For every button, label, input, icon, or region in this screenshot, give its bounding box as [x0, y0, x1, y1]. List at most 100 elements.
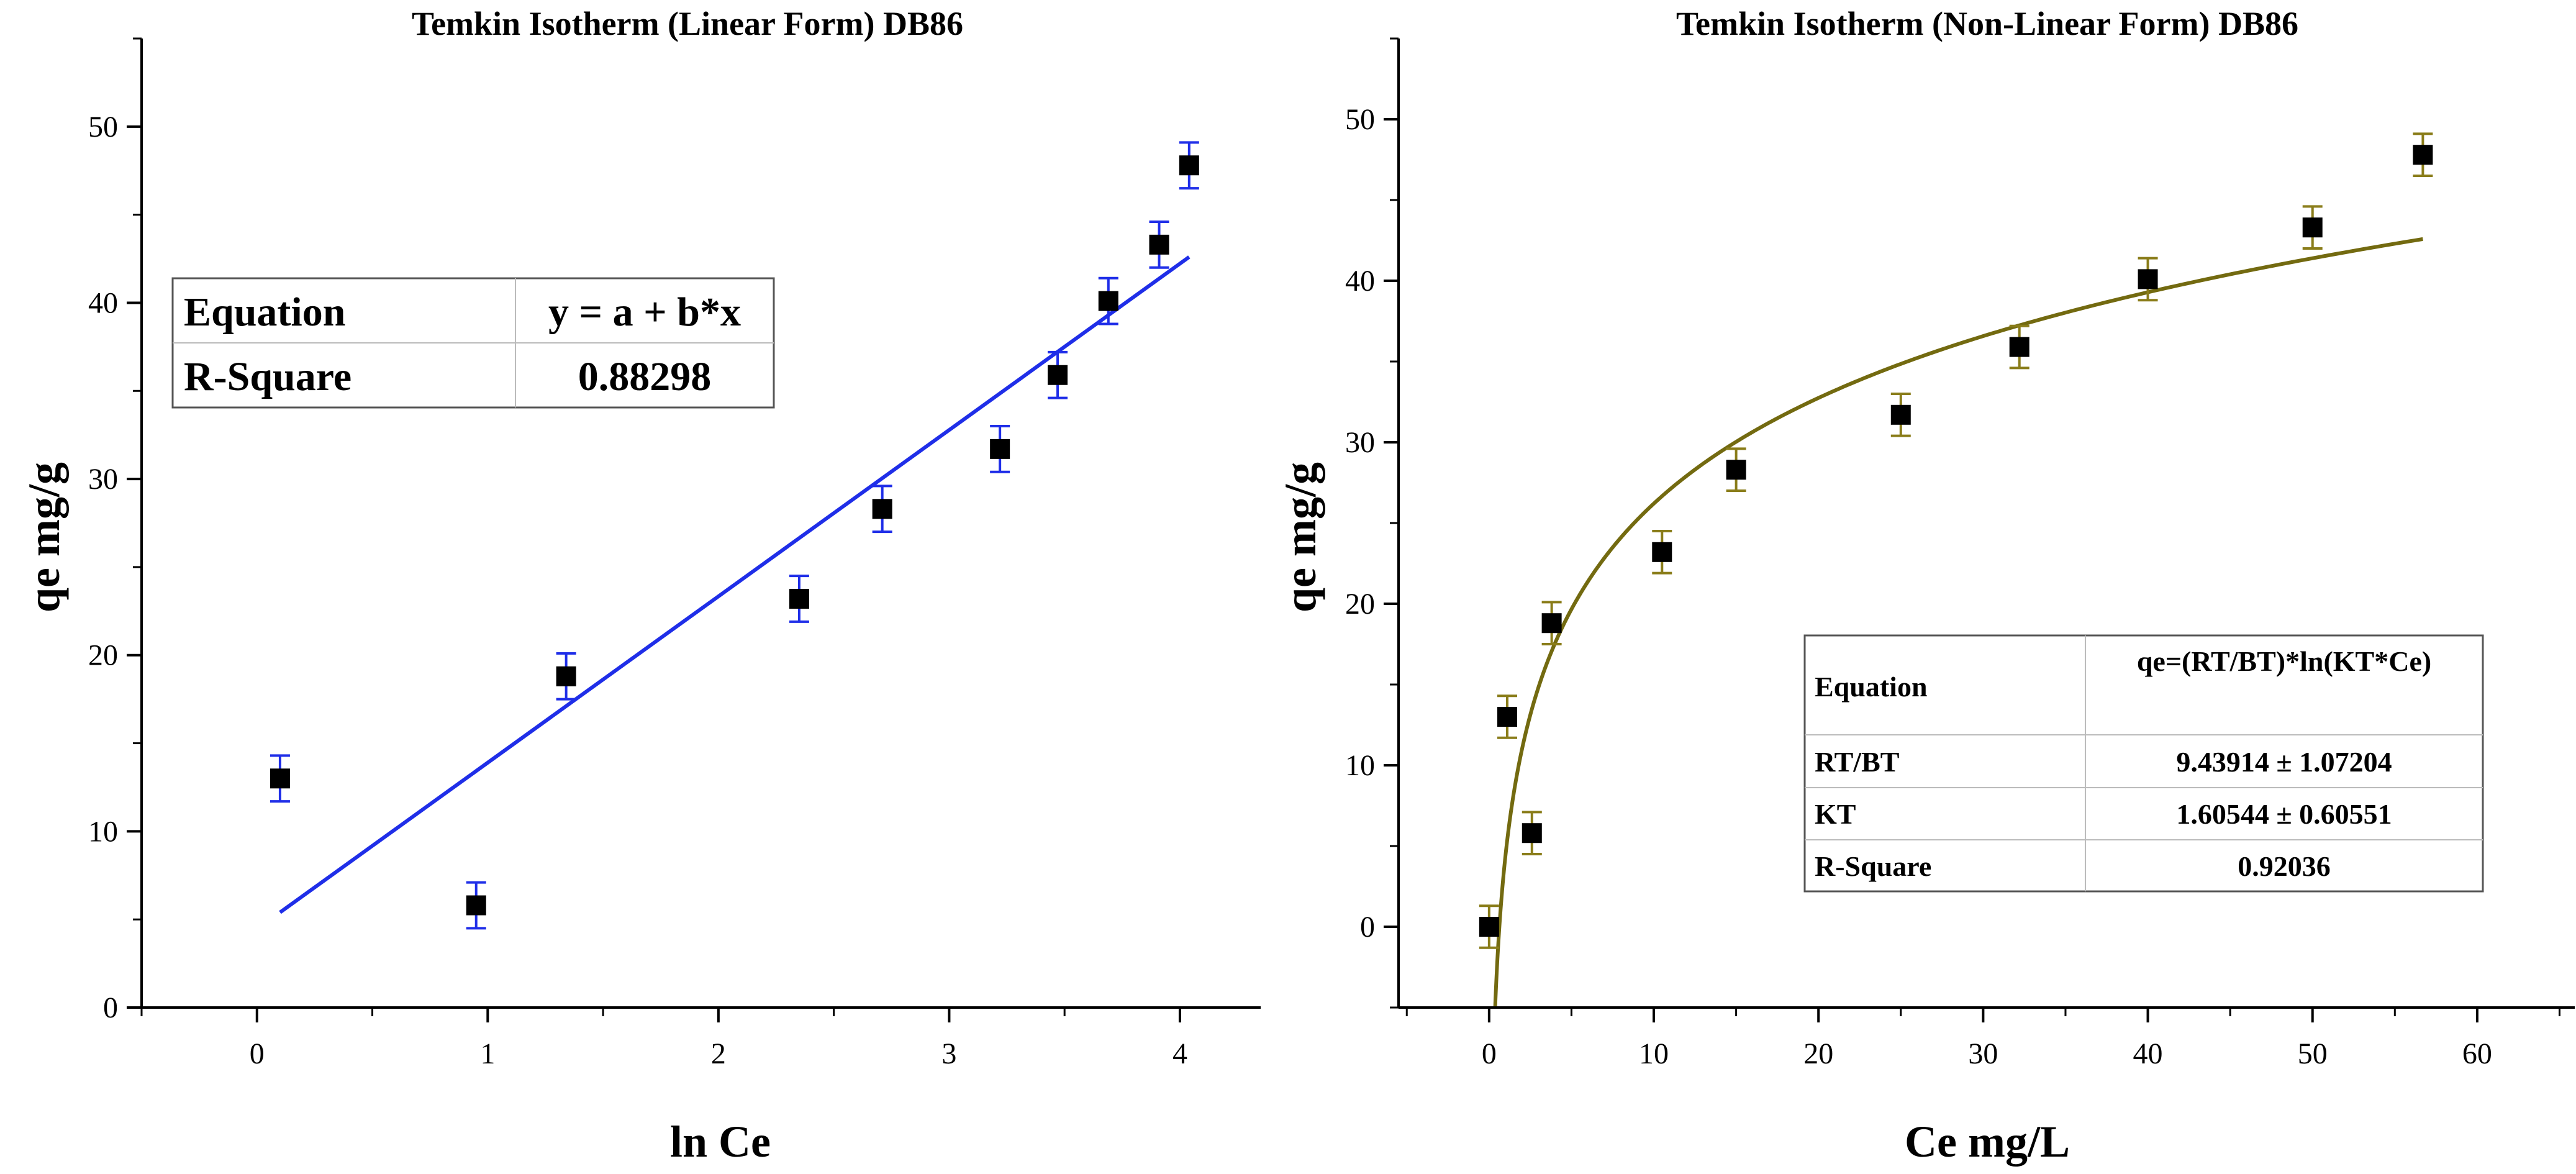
linear-data-point — [990, 425, 1010, 473]
linear-data-point — [789, 575, 809, 623]
nonlinear-square-marker — [2302, 217, 2323, 238]
nonlinear-fit-curve-path — [1493, 237, 2423, 1006]
nonlinear-chart-points — [1479, 132, 2433, 949]
nonlinear-table-rsquare-value: 0.92036 — [2238, 850, 2331, 882]
nonlinear-square-marker — [1726, 460, 1746, 480]
linear-y-tick-label: 30 — [88, 463, 118, 496]
linear-y-tick-label: 40 — [88, 286, 118, 319]
nonlinear-y-tick-label: 20 — [1345, 588, 1375, 621]
nonlinear-square-marker — [1479, 917, 1499, 937]
nonlinear-data-point — [1890, 393, 1911, 437]
nonlinear-table-rtbt-label: RT/BT — [1815, 746, 1899, 778]
nonlinear-data-point — [1497, 694, 1518, 739]
linear-data-point — [1179, 141, 1199, 190]
linear-square-marker — [1098, 291, 1118, 311]
nonlinear-table-kt-value: 1.60544 ± 0.60551 — [2176, 798, 2392, 830]
linear-square-marker — [1048, 365, 1068, 385]
nonlinear-square-marker — [2009, 337, 2030, 357]
linear-square-marker — [270, 768, 290, 789]
linear-square-marker — [789, 588, 809, 609]
nonlinear-x-tick-label: 10 — [1639, 1037, 1669, 1070]
nonlinear-data-point — [2302, 205, 2323, 250]
nonlinear-data-point — [1652, 530, 1672, 575]
nonlinear-data-point — [2138, 257, 2158, 302]
linear-data-point — [1098, 276, 1118, 325]
linear-chart: Temkin Isotherm (Linear Form) DB86 0 1 2 3 4… — [19, 5, 1261, 1167]
nonlinear-data-point — [1726, 447, 1746, 492]
nonlinear-x-tick-label: 40 — [2133, 1037, 2163, 1070]
nonlinear-chart-fit-curve — [1493, 237, 2423, 1006]
linear-chart-fit-table: Equation y = a + b*x R-Square 0.88298 — [171, 277, 775, 409]
linear-y-tick-label: 50 — [88, 111, 118, 143]
linear-square-marker — [1179, 155, 1199, 176]
linear-chart-title: Temkin Isotherm (Linear Form) DB86 — [412, 5, 963, 42]
nonlinear-data-point — [2009, 324, 2030, 370]
linear-data-point — [1149, 220, 1169, 269]
nonlinear-table-equation-label: Equation — [1815, 671, 1928, 703]
linear-data-point — [872, 485, 892, 534]
linear-y-tick-label: 10 — [88, 815, 118, 848]
linear-table-equation-label: Equation — [184, 289, 345, 335]
linear-x-tick-label: 1 — [480, 1037, 495, 1070]
linear-square-marker — [990, 439, 1010, 459]
nonlinear-chart-y-ticks: 0 10 20 30 40 50 — [1345, 37, 1399, 1009]
linear-square-marker — [1149, 234, 1169, 255]
nonlinear-square-marker — [2138, 269, 2158, 289]
nonlinear-data-point — [1479, 904, 1499, 949]
linear-data-point — [270, 754, 290, 803]
linear-y-tick-label: 0 — [103, 991, 118, 1024]
nonlinear-x-tick-label: 50 — [2298, 1037, 2328, 1070]
linear-x-tick-label: 0 — [250, 1037, 265, 1070]
nonlinear-table-rsquare-label: R-Square — [1815, 850, 1931, 882]
linear-table-rsquare-label: R-Square — [184, 354, 351, 399]
nonlinear-x-tick-label: 60 — [2462, 1037, 2492, 1070]
nonlinear-chart-x-ticks: 0 10 20 30 40 50 60 — [1405, 1008, 2560, 1070]
linear-chart-points — [270, 141, 1199, 930]
nonlinear-table-border — [1803, 634, 2484, 893]
nonlinear-data-point — [1541, 601, 1562, 645]
nonlinear-x-tick-label: 20 — [1803, 1037, 1833, 1070]
linear-square-marker — [556, 666, 576, 686]
nonlinear-square-marker — [1890, 404, 1911, 425]
linear-chart-fit-line — [279, 255, 1190, 914]
nonlinear-x-tick-label: 0 — [1482, 1037, 1497, 1070]
linear-chart-y-axis-label: qe mg/g — [19, 462, 69, 612]
linear-data-point — [1048, 350, 1068, 399]
linear-table-equation-value: y = a + b*x — [548, 289, 741, 335]
nonlinear-data-point — [2413, 132, 2433, 177]
nonlinear-chart-y-axis-label: qe mg/g — [1276, 462, 1325, 612]
nonlinear-table-kt-label: KT — [1815, 798, 1856, 830]
nonlinear-square-marker — [1497, 707, 1518, 727]
linear-data-point — [466, 881, 486, 930]
linear-x-tick-label: 4 — [1172, 1037, 1187, 1070]
nonlinear-chart: Temkin Isotherm (Non-Linear Form) DB86 0… — [1276, 5, 2575, 1167]
nonlinear-x-tick-label: 30 — [1968, 1037, 1998, 1070]
nonlinear-square-marker — [1652, 542, 1672, 562]
linear-data-point — [556, 652, 576, 701]
nonlinear-square-marker — [1522, 823, 1542, 844]
nonlinear-y-tick-label: 0 — [1360, 911, 1375, 944]
linear-square-marker — [466, 895, 486, 916]
nonlinear-square-marker — [1541, 613, 1562, 634]
nonlinear-data-point — [1522, 811, 1542, 855]
linear-x-tick-label: 2 — [711, 1037, 726, 1070]
nonlinear-y-tick-label: 10 — [1345, 749, 1375, 782]
nonlinear-chart-fit-table: Equation qe=(RT/BT)*ln(KT*Ce) RT/BT 9.43… — [1803, 634, 2484, 893]
linear-square-marker — [872, 499, 892, 519]
nonlinear-table-rtbt-value: 9.43914 ± 1.07204 — [2176, 746, 2392, 778]
nonlinear-chart-x-axis-label: Ce mg/L — [1905, 1117, 2070, 1167]
linear-table-rsquare-value: 0.88298 — [578, 354, 712, 399]
nonlinear-y-tick-label: 50 — [1345, 103, 1375, 136]
linear-y-tick-label: 20 — [88, 639, 118, 672]
linear-chart-x-ticks: 0 1 2 3 4 — [140, 1008, 1187, 1070]
nonlinear-y-tick-label: 40 — [1345, 265, 1375, 298]
nonlinear-table-equation-value: qe=(RT/BT)*ln(KT*Ce) — [2137, 645, 2431, 677]
linear-chart-x-axis-label: ln Ce — [670, 1117, 771, 1167]
nonlinear-chart-title: Temkin Isotherm (Non-Linear Form) DB86 — [1676, 5, 2298, 42]
linear-x-tick-label: 3 — [941, 1037, 956, 1070]
linear-chart-axes — [140, 39, 1261, 1009]
nonlinear-square-marker — [2413, 145, 2433, 165]
nonlinear-y-tick-label: 30 — [1345, 426, 1375, 459]
